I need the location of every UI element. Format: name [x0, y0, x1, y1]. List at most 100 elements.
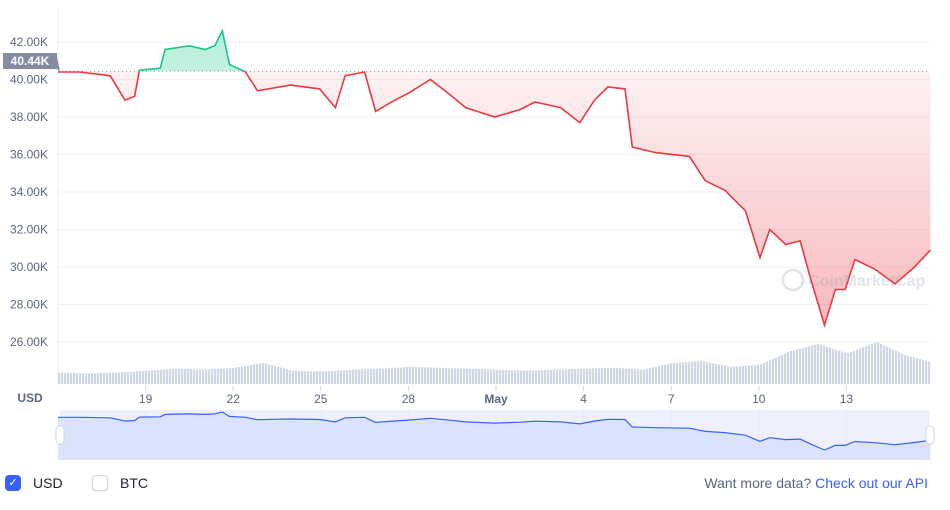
logo-icon [781, 268, 805, 292]
price-line-above [58, 28, 366, 72]
volume-bar [541, 370, 544, 384]
volume-bar [538, 370, 541, 384]
volume-bar [289, 369, 292, 384]
volume-bar [523, 370, 526, 384]
volume-bar [490, 369, 493, 384]
y-tick-label: 36.00K [10, 148, 48, 162]
volume-bar [505, 369, 508, 384]
volume-bar [832, 348, 835, 384]
volume-bar [154, 370, 157, 384]
btc-label[interactable]: BTC [120, 475, 148, 491]
volume-bar [67, 372, 70, 384]
volume-bar [313, 371, 316, 384]
volume-bar [715, 363, 718, 384]
x-tick-label: 7 [668, 392, 675, 406]
volume-bar [436, 367, 439, 384]
volume-bar [247, 365, 250, 384]
volume-bar [460, 368, 463, 384]
volume-bar [439, 367, 442, 384]
volume-bar [394, 367, 397, 384]
volume-bar [184, 369, 187, 384]
volume-bar [571, 369, 574, 384]
volume-bar [856, 349, 859, 384]
y-axis-unit-label: USD [17, 391, 43, 405]
volume-bar [235, 367, 238, 384]
api-text: Want more data? [704, 475, 812, 491]
volume-bar [532, 370, 535, 384]
volume-bar [232, 367, 235, 384]
x-tick-label: 28 [402, 392, 416, 406]
volume-bar [382, 368, 385, 384]
price-chart[interactable]: 42.00K 40.00K 38.00K 36.00K 34.00K 32.00K 30.0… [0, 0, 950, 470]
volume-bar [397, 367, 400, 384]
volume-bar [577, 368, 580, 384]
volume-bar [187, 369, 190, 384]
volume-bar [196, 369, 199, 384]
x-tick-label: 4 [580, 392, 587, 406]
volume-bar [874, 342, 877, 384]
volume-bar [151, 370, 154, 384]
volume-bar [700, 361, 703, 384]
volume-bar [559, 369, 562, 384]
volume-bar [328, 371, 331, 384]
volume-bar [145, 370, 148, 384]
volume-bar [742, 366, 745, 384]
volume-bar [724, 365, 727, 384]
volume-bar [481, 369, 484, 384]
volume-bar [202, 369, 205, 384]
volume-bar [673, 362, 676, 384]
volume-bar [817, 343, 820, 384]
volume-bar [64, 372, 67, 384]
volume-bar [94, 373, 97, 384]
volume-bar [760, 364, 763, 384]
volume-bar [802, 347, 805, 384]
volume-bar [613, 367, 616, 384]
volume-bar [703, 361, 706, 384]
current-price-badge [3, 53, 57, 69]
volume-bar [811, 345, 814, 384]
volume-bar [301, 370, 304, 384]
volume-bar [502, 369, 505, 384]
volume-bar [139, 371, 142, 384]
volume-bar [748, 365, 751, 384]
volume-bar [829, 347, 832, 384]
volume-bar [442, 367, 445, 384]
btc-checkbox[interactable] [92, 475, 108, 491]
volume-bar [331, 370, 334, 384]
volume-bar [913, 357, 916, 384]
volume-bar [727, 366, 730, 384]
volume-bar [610, 367, 613, 384]
navigator-left-handle[interactable] [55, 425, 65, 445]
volume-bar [649, 368, 652, 384]
volume-bar [691, 361, 694, 384]
volume-bar [403, 367, 406, 384]
volume-bar [367, 369, 370, 384]
volume-bar [601, 368, 604, 384]
volume-bar [73, 373, 76, 384]
volume-bar [385, 368, 388, 384]
usd-checkbox[interactable]: ✓ [5, 475, 21, 491]
volume-bar [865, 346, 868, 384]
volume-bar [895, 350, 898, 384]
volume-bar [427, 367, 430, 384]
volume-bar [652, 367, 655, 384]
volume-bar [163, 369, 166, 384]
volume-bar [193, 369, 196, 384]
volume-bar [655, 366, 658, 384]
volume-bar [112, 372, 115, 384]
volume-bar [433, 367, 436, 384]
volume-bar [841, 351, 844, 384]
volume-bar [550, 369, 553, 384]
volume-bar [337, 370, 340, 384]
volume-bar [667, 363, 670, 384]
navigator-right-handle[interactable] [925, 425, 935, 445]
volume-bar [916, 358, 919, 384]
navigator-line [58, 411, 931, 451]
volume-bar [805, 347, 808, 384]
volume-bar [478, 369, 481, 384]
volume-bar [217, 368, 220, 384]
usd-label[interactable]: USD [33, 475, 63, 491]
api-link[interactable]: Check out our API [815, 475, 928, 491]
volume-bar [763, 362, 766, 384]
